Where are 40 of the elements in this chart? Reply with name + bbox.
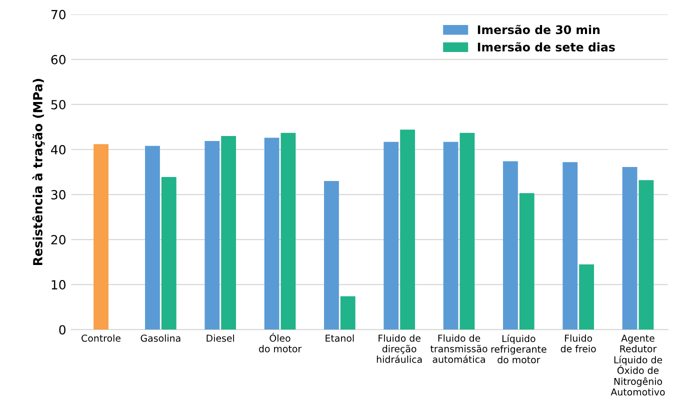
bar <box>443 142 458 330</box>
y-axis-title: Resistência à tração (MPa) <box>32 78 45 266</box>
bar <box>579 264 594 330</box>
bar <box>264 138 280 330</box>
bar <box>94 144 108 330</box>
y-tick-label: 10 <box>52 280 66 290</box>
x-tick-label: Fluido de direção hidráulica <box>376 334 422 363</box>
x-tick-label: Líquido refrigerante do motor <box>491 334 546 364</box>
x-tick-label: Etanol <box>326 334 354 342</box>
y-tick-label: 20 <box>51 235 66 244</box>
bar <box>324 181 339 330</box>
bar <box>145 146 160 330</box>
y-tick-label: 50 <box>51 100 66 110</box>
bar <box>340 296 356 330</box>
bar <box>384 142 399 330</box>
bar <box>280 132 296 330</box>
y-tick-label: 0 <box>59 325 66 335</box>
bar <box>519 193 534 330</box>
bar <box>204 140 220 330</box>
bar <box>562 162 578 330</box>
y-tick-label: 30 <box>51 190 66 200</box>
bar <box>460 132 475 330</box>
legend-label: Imersão de 30 min <box>478 24 600 34</box>
y-tick-label: 60 <box>51 54 66 64</box>
y-tick-label: 40 <box>51 144 66 154</box>
x-tick-label: Fluido de freio <box>560 334 596 352</box>
legend-label: Imersão de sete dias <box>478 42 615 52</box>
x-tick-label: Gasolina <box>140 334 180 342</box>
bar <box>503 161 518 330</box>
bar <box>400 130 416 330</box>
bar <box>221 136 236 330</box>
x-tick-label: Óleo do motor <box>258 332 302 352</box>
bar <box>161 176 176 330</box>
bar <box>638 180 654 330</box>
x-tick-label: Diesel <box>206 334 234 342</box>
x-tick-label: Controle <box>82 334 120 342</box>
y-tick-label: 70 <box>51 10 66 20</box>
x-tick-label: Fluido de transmissão automática <box>430 334 488 363</box>
bar <box>622 167 638 330</box>
x-tick-label: Agente Redutor Líquido de Óxido de Nitrogênio Automotivo <box>610 334 665 396</box>
